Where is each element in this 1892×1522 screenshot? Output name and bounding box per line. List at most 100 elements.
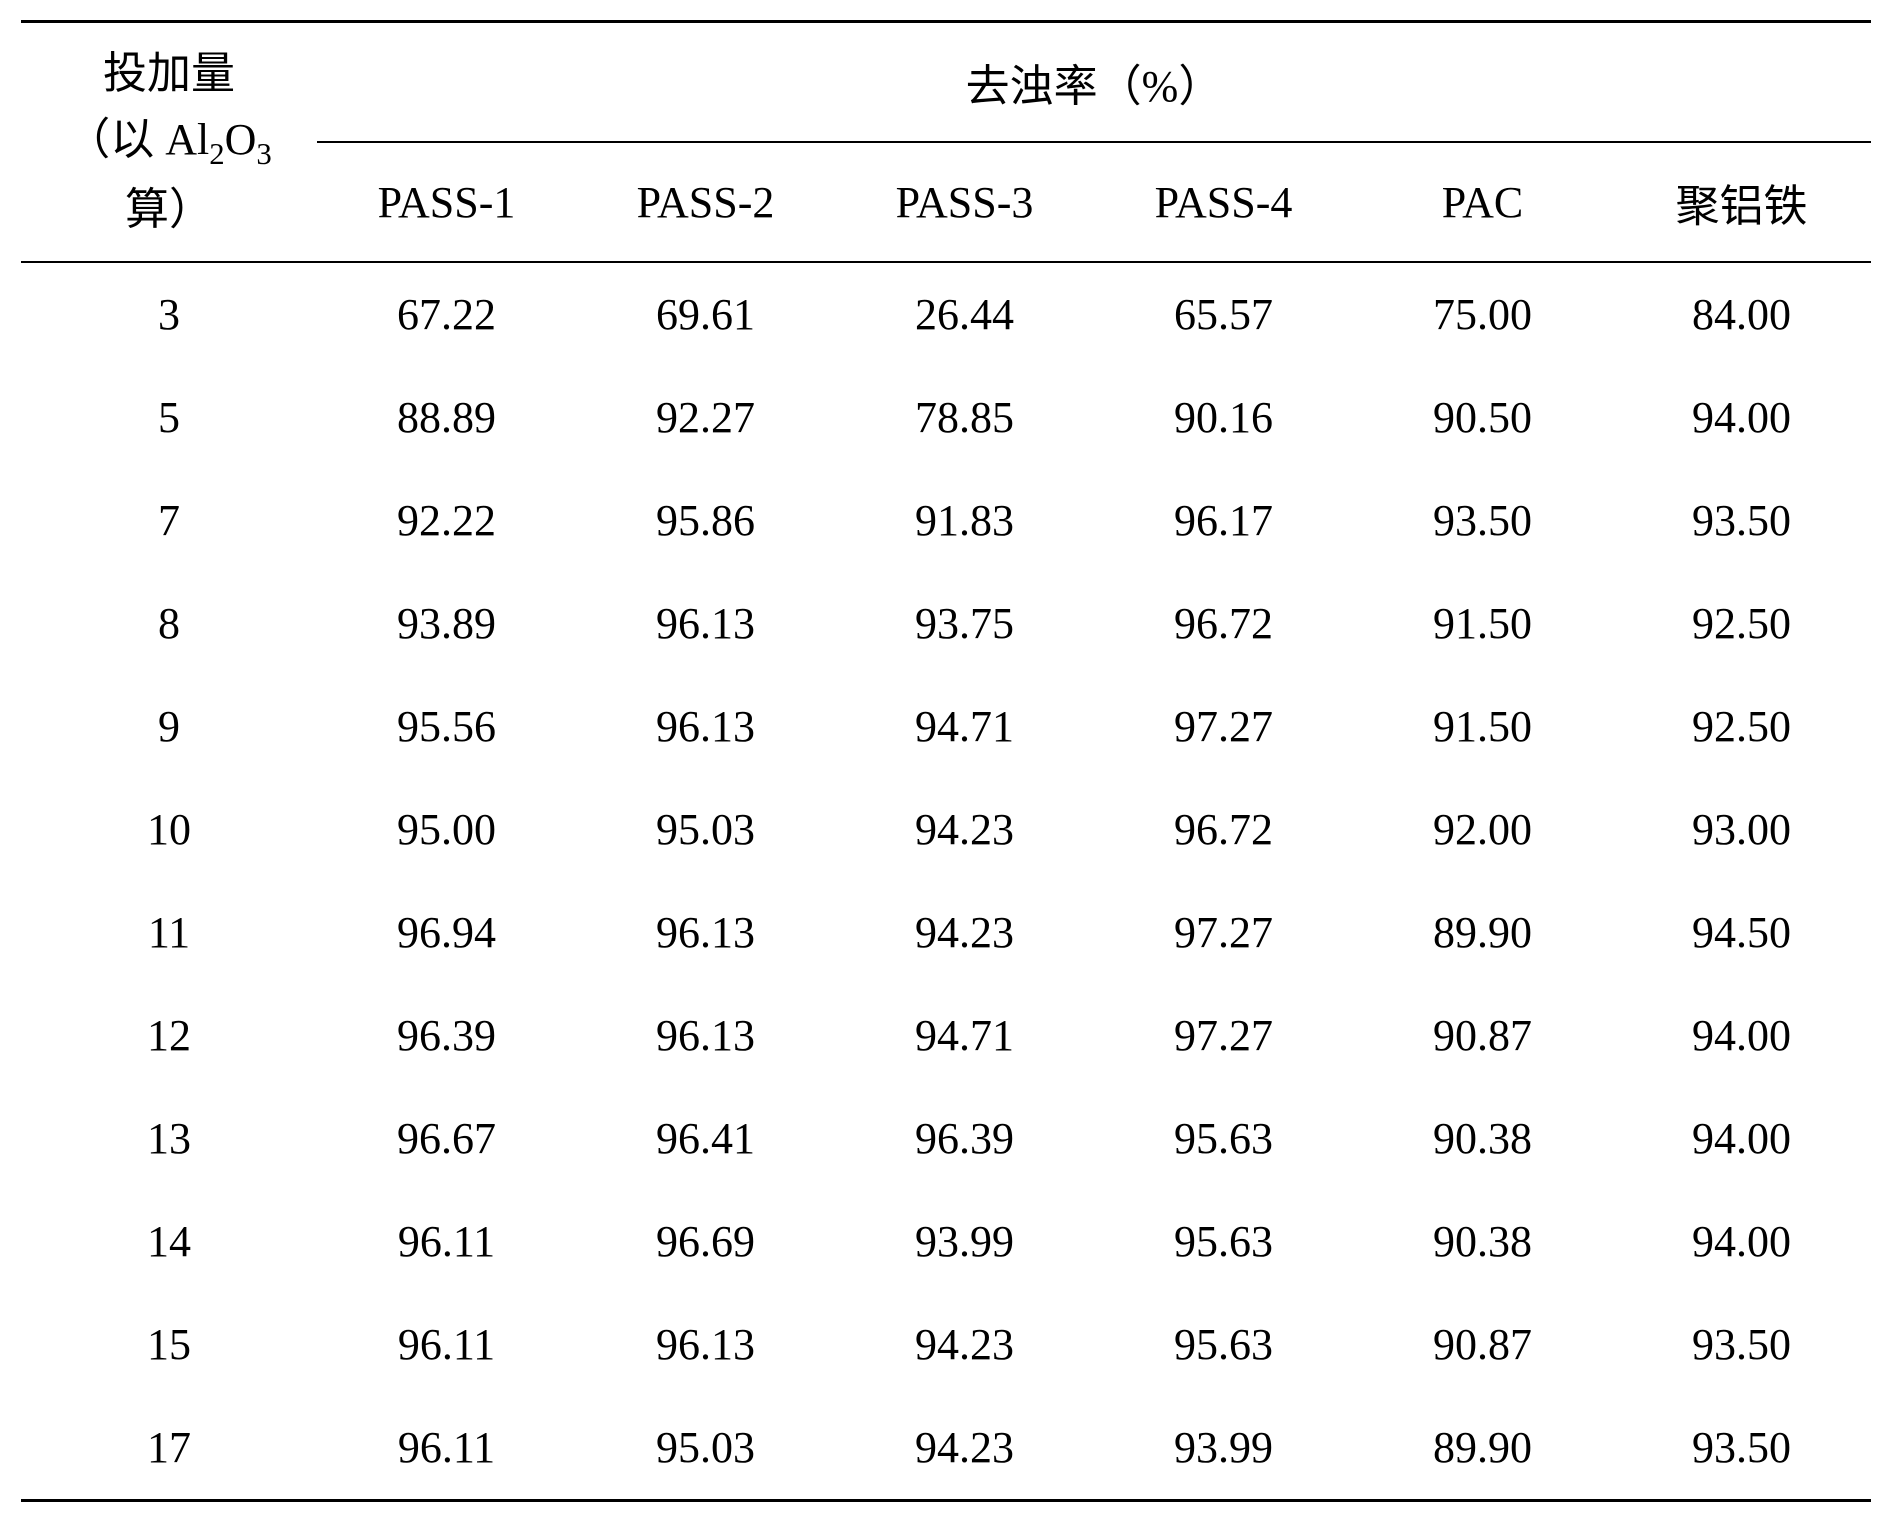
- cell-value: 95.63: [1094, 1293, 1353, 1396]
- cell-value: 92.27: [576, 366, 835, 469]
- cell-value: 90.16: [1094, 366, 1353, 469]
- table-row: 588.8992.2778.8590.1690.5094.00: [21, 366, 1871, 469]
- cell-value: 94.23: [835, 1293, 1094, 1396]
- header-dosage-line1: 投加量: [103, 49, 235, 98]
- cell-value: 95.86: [576, 469, 835, 572]
- cell-value: 90.38: [1353, 1190, 1612, 1293]
- table-row: 1796.1195.0394.2393.9989.9093.50: [21, 1396, 1871, 1501]
- header-dosage-line2: （以 Al2O3 算）: [66, 115, 272, 234]
- cell-value: 96.11: [317, 1396, 576, 1501]
- cell-value: 97.27: [1094, 675, 1353, 778]
- cell-value: 93.50: [1612, 469, 1871, 572]
- table-row: 1296.3996.1394.7197.2790.8794.00: [21, 984, 1871, 1087]
- cell-dosage: 14: [21, 1190, 317, 1293]
- cell-value: 93.50: [1353, 469, 1612, 572]
- cell-value: 95.00: [317, 778, 576, 881]
- cell-value: 96.72: [1094, 778, 1353, 881]
- cell-value: 97.27: [1094, 984, 1353, 1087]
- cell-value: 94.71: [835, 675, 1094, 778]
- cell-value: 75.00: [1353, 262, 1612, 366]
- cell-value: 93.99: [835, 1190, 1094, 1293]
- cell-value: 96.72: [1094, 572, 1353, 675]
- cell-value: 94.00: [1612, 366, 1871, 469]
- cell-value: 95.56: [317, 675, 576, 778]
- table-row: 893.8996.1393.7596.7291.5092.50: [21, 572, 1871, 675]
- cell-value: 91.50: [1353, 675, 1612, 778]
- cell-value: 94.00: [1612, 1190, 1871, 1293]
- cell-value: 93.50: [1612, 1396, 1871, 1501]
- table-row: 1596.1196.1394.2395.6390.8793.50: [21, 1293, 1871, 1396]
- cell-value: 94.00: [1612, 1087, 1871, 1190]
- cell-value: 96.69: [576, 1190, 835, 1293]
- col-header-pac: PAC: [1353, 142, 1612, 262]
- cell-value: 26.44: [835, 262, 1094, 366]
- cell-value: 93.00: [1612, 778, 1871, 881]
- cell-dosage: 3: [21, 262, 317, 366]
- cell-value: 93.75: [835, 572, 1094, 675]
- header-dosage: 投加量 （以 Al2O3 算）: [21, 22, 317, 262]
- cell-value: 88.89: [317, 366, 576, 469]
- cell-value: 95.03: [576, 778, 835, 881]
- cell-value: 69.61: [576, 262, 835, 366]
- cell-value: 93.89: [317, 572, 576, 675]
- cell-value: 95.63: [1094, 1087, 1353, 1190]
- cell-value: 65.57: [1094, 262, 1353, 366]
- cell-value: 91.50: [1353, 572, 1612, 675]
- table-row: 1196.9496.1394.2397.2789.9094.50: [21, 881, 1871, 984]
- col-header-pass3: PASS-3: [835, 142, 1094, 262]
- cell-value: 67.22: [317, 262, 576, 366]
- cell-value: 95.63: [1094, 1190, 1353, 1293]
- cell-dosage: 5: [21, 366, 317, 469]
- cell-value: 96.13: [576, 675, 835, 778]
- cell-value: 93.50: [1612, 1293, 1871, 1396]
- cell-value: 96.13: [576, 572, 835, 675]
- table-row: 1095.0095.0394.2396.7292.0093.00: [21, 778, 1871, 881]
- cell-value: 90.87: [1353, 984, 1612, 1087]
- table-row: 367.2269.6126.4465.5775.0084.00: [21, 262, 1871, 366]
- cell-value: 94.50: [1612, 881, 1871, 984]
- cell-value: 90.87: [1353, 1293, 1612, 1396]
- table-body: 367.2269.6126.4465.5775.0084.00588.8992.…: [21, 262, 1871, 1501]
- cell-value: 96.41: [576, 1087, 835, 1190]
- cell-value: 94.00: [1612, 984, 1871, 1087]
- cell-value: 96.17: [1094, 469, 1353, 572]
- turbidity-removal-table-container: 投加量 （以 Al2O3 算） 去浊率（%） PASS-1 PASS-2 PAS…: [21, 20, 1871, 1502]
- cell-value: 91.83: [835, 469, 1094, 572]
- cell-value: 96.13: [576, 881, 835, 984]
- table-header: 投加量 （以 Al2O3 算） 去浊率（%） PASS-1 PASS-2 PAS…: [21, 22, 1871, 262]
- cell-dosage: 7: [21, 469, 317, 572]
- cell-value: 90.50: [1353, 366, 1612, 469]
- cell-value: 96.11: [317, 1190, 576, 1293]
- cell-value: 90.38: [1353, 1087, 1612, 1190]
- cell-value: 92.50: [1612, 572, 1871, 675]
- cell-dosage: 13: [21, 1087, 317, 1190]
- cell-value: 96.39: [317, 984, 576, 1087]
- cell-dosage: 15: [21, 1293, 317, 1396]
- turbidity-removal-table: 投加量 （以 Al2O3 算） 去浊率（%） PASS-1 PASS-2 PAS…: [21, 20, 1871, 1502]
- cell-value: 92.22: [317, 469, 576, 572]
- cell-dosage: 17: [21, 1396, 317, 1501]
- cell-value: 96.11: [317, 1293, 576, 1396]
- col-header-pass4: PASS-4: [1094, 142, 1353, 262]
- cell-value: 95.03: [576, 1396, 835, 1501]
- cell-value: 84.00: [1612, 262, 1871, 366]
- col-header-polyalfe: 聚铝铁: [1612, 142, 1871, 262]
- cell-dosage: 9: [21, 675, 317, 778]
- cell-value: 89.90: [1353, 1396, 1612, 1501]
- cell-value: 78.85: [835, 366, 1094, 469]
- col-header-pass2: PASS-2: [576, 142, 835, 262]
- cell-dosage: 8: [21, 572, 317, 675]
- cell-value: 97.27: [1094, 881, 1353, 984]
- table-row: 1496.1196.6993.9995.6390.3894.00: [21, 1190, 1871, 1293]
- cell-value: 89.90: [1353, 881, 1612, 984]
- cell-dosage: 12: [21, 984, 317, 1087]
- table-row: 995.5696.1394.7197.2791.5092.50: [21, 675, 1871, 778]
- cell-value: 94.23: [835, 1396, 1094, 1501]
- cell-value: 94.23: [835, 881, 1094, 984]
- table-row: 792.2295.8691.8396.1793.5093.50: [21, 469, 1871, 572]
- cell-value: 94.71: [835, 984, 1094, 1087]
- col-header-pass1: PASS-1: [317, 142, 576, 262]
- cell-dosage: 11: [21, 881, 317, 984]
- cell-value: 93.99: [1094, 1396, 1353, 1501]
- cell-value: 96.39: [835, 1087, 1094, 1190]
